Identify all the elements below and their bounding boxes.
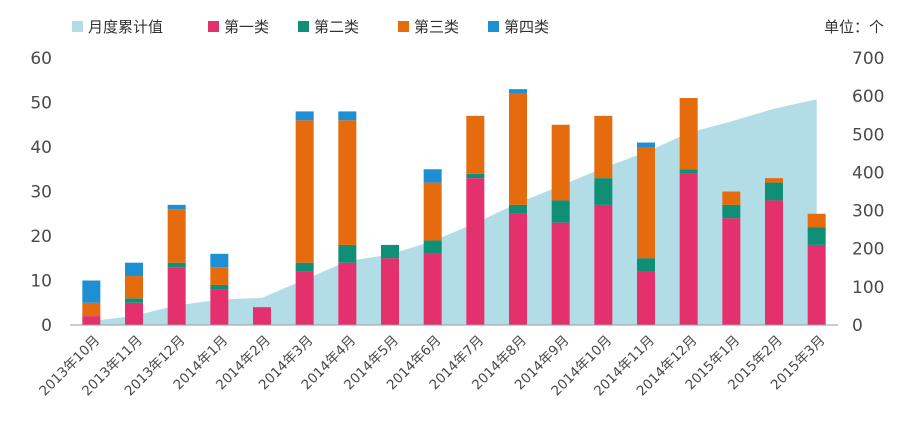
bar-segment-series-1 [125,302,143,325]
bar-segment-series-2 [466,173,485,179]
bar-segment-series-3 [722,191,741,205]
legend-swatch [72,21,83,32]
bar-segment-series-4 [637,142,655,147]
right-y-tick-label: 100 [852,278,884,298]
bar-segment-series-4 [509,89,527,94]
bar-segment-series-1 [82,316,101,325]
bar-segment-series-3 [125,276,143,299]
right-y-tick-label: 700 [852,49,884,69]
bar-segment-series-4 [82,280,101,303]
bar-segment-series-2 [423,240,442,254]
bar-segment-series-3 [679,98,698,170]
bar-segment-series-3 [210,267,229,285]
bar-segment-series-4 [167,204,186,210]
bar-segment-series-1 [466,178,485,325]
bar-segment-series-3 [551,124,570,201]
bar-segment-series-2 [807,227,826,245]
left-y-axis: 0 10 20 30 40 50 60 [30,49,52,336]
bar-segment-series-3 [637,147,655,259]
bar-segment-series-1 [338,262,357,325]
bar-segment-series-2 [722,204,741,219]
bar-segment-series-2 [295,262,314,272]
right-y-tick-label: 300 [852,202,884,222]
bar-segment-series-2 [509,204,527,214]
left-y-tick-label: 60 [30,49,52,69]
legend-swatch [298,21,309,32]
bar-segment-series-3 [594,115,613,179]
bar-segment-series-1 [210,289,229,325]
left-y-tick-label: 40 [30,138,52,158]
bar-segment-series-2 [125,298,143,303]
bar-segment-series-1 [381,258,399,325]
left-y-tick-label: 10 [30,272,52,292]
legend: 月度累计值 第一类 第二类 第三类 第四类 [72,18,549,36]
bar-layer [82,89,826,325]
unit-label: 单位：个 [824,18,884,36]
bar-segment-series-1 [295,271,314,325]
bar-segment-series-1 [167,267,186,325]
bar-segment-series-2 [381,244,399,259]
bar-segment-series-1 [423,253,442,325]
bar-segment-series-3 [295,120,314,263]
legend-label: 第三类 [414,18,459,36]
bar-segment-series-3 [509,93,527,205]
bar-segment-series-4 [210,253,229,268]
right-y-tick-label: 600 [852,87,884,107]
legend-label: 第四类 [504,18,549,36]
bar-segment-series-2 [679,169,698,174]
legend-label: 第一类 [224,18,269,36]
left-y-tick-label: 0 [41,316,52,336]
bar-segment-series-1 [637,271,655,325]
bar-segment-series-3 [82,302,101,317]
bar-segment-series-1 [765,200,783,325]
right-y-tick-label: 200 [852,240,884,260]
legend-swatch [488,21,499,32]
bar-segment-series-1 [551,222,570,325]
left-y-tick-label: 50 [30,94,52,114]
bar-segment-series-3 [466,115,485,174]
legend-swatch [398,21,409,32]
bar-segment-series-2 [637,258,655,272]
bar-segment-series-1 [594,204,613,325]
cumulative-area [91,99,817,326]
bar-segment-series-1 [679,173,698,325]
bar-segment-series-3 [765,178,783,183]
bar-segment-series-4 [125,262,143,277]
bar-segment-series-2 [551,200,570,223]
left-y-tick-label: 30 [30,183,52,203]
right-y-tick-label: 400 [852,163,884,183]
bar-segment-series-2 [765,182,783,201]
bar-segment-series-1 [807,244,826,325]
left-y-tick-label: 20 [30,227,52,247]
bar-segment-series-1 [509,213,527,325]
right-y-tick-label: 0 [852,316,863,336]
area-layer [91,99,817,326]
legend-label: 月度累计值 [88,18,163,36]
bar-segment-series-3 [338,120,357,245]
legend-swatch [208,21,219,32]
bar-segment-series-1 [253,307,271,325]
bar-segment-series-4 [295,111,314,121]
bar-segment-series-1 [722,218,741,325]
right-y-tick-label: 500 [852,125,884,145]
right-y-axis: 0 100 200 300 400 500 600 700 [852,49,884,336]
x-axis-labels: 2013年10月2013年11月2013年12月2014年1月2014年2月20… [36,333,828,400]
bar-segment-series-2 [167,262,186,268]
bar-segment-series-2 [338,244,357,263]
bar-segment-series-3 [807,213,826,228]
bar-segment-series-3 [167,209,186,263]
bar-segment-series-3 [423,182,442,241]
legend-label: 第二类 [314,18,359,36]
bar-segment-series-4 [338,111,357,121]
bar-segment-series-4 [423,169,442,183]
bar-segment-series-2 [594,178,613,205]
bar-segment-series-2 [210,284,229,290]
